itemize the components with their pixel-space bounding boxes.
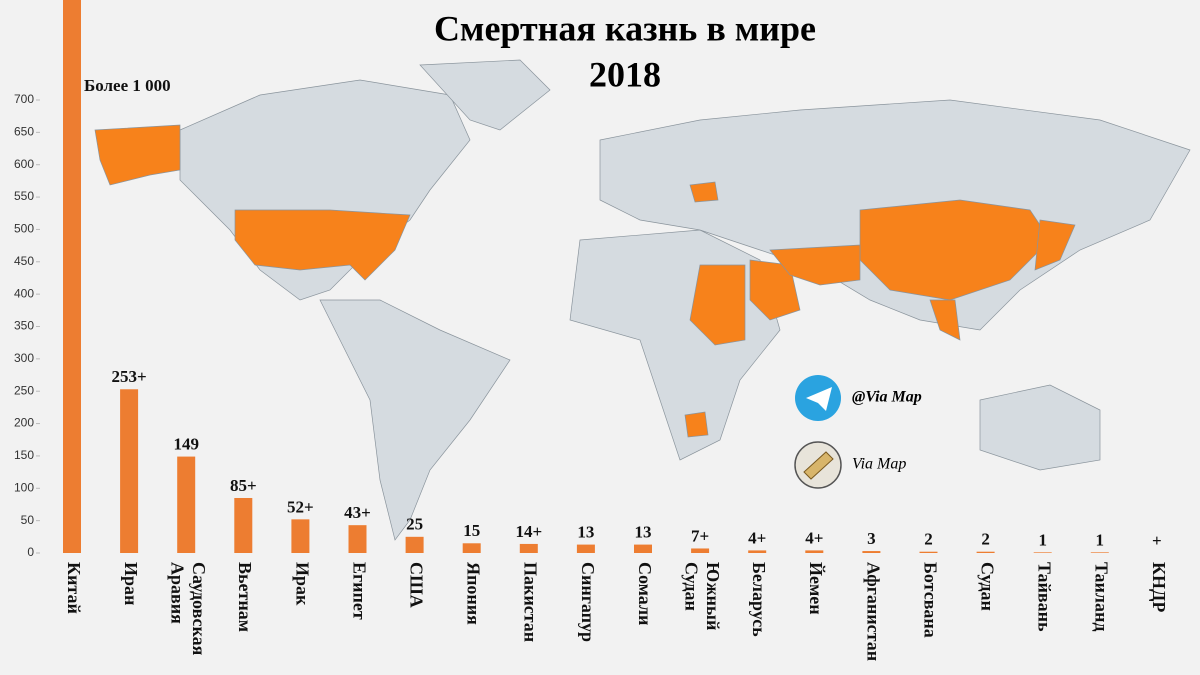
bar	[976, 551, 995, 553]
bar	[405, 536, 424, 553]
x-tick-label: Пакистан	[521, 562, 541, 642]
value-label: 14+	[515, 522, 542, 541]
value-label: 3	[867, 529, 876, 548]
value-label: 1	[1096, 530, 1105, 549]
annotation: @Via Map	[852, 389, 922, 406]
value-label: 15	[463, 521, 480, 540]
x-tick-label: Сомали	[635, 562, 655, 625]
x-tick-label: Афганистан	[863, 562, 883, 661]
x-tick-label: Тайвань	[1035, 562, 1055, 632]
x-tick-label: КНДР	[1149, 562, 1169, 612]
y-tick-label: 550	[14, 189, 34, 203]
x-tick-label: Сингапур	[578, 562, 598, 642]
y-tick-label: 500	[14, 222, 34, 236]
value-label: 7+	[691, 526, 709, 545]
value-label: 2	[981, 530, 990, 549]
value-label: 1	[1038, 530, 1047, 549]
value-label: 52+	[287, 497, 314, 516]
x-tick-label: Южный Судан	[681, 562, 723, 635]
bar	[63, 0, 81, 554]
bar	[576, 544, 595, 553]
bar	[919, 551, 938, 553]
y-tick-label: 0	[27, 545, 34, 559]
x-tick-label: Иран	[121, 562, 141, 605]
value-label: 13	[635, 522, 652, 541]
bar	[634, 544, 652, 553]
y-tick-label: 200	[14, 416, 34, 430]
y-tick-label: 450	[14, 254, 34, 268]
bar	[691, 548, 710, 553]
value-label: 4+	[748, 528, 766, 547]
world-map	[94, 59, 1191, 541]
value-label: Более 1 000	[84, 76, 171, 95]
bar	[1033, 552, 1052, 553]
x-tick-label: Япония	[464, 562, 484, 625]
y-tick-label: 350	[14, 319, 34, 333]
value-label: 25	[406, 515, 423, 534]
annotation: Via Map	[852, 456, 906, 473]
bar	[462, 543, 481, 553]
y-tick-label: 50	[21, 513, 35, 527]
bar	[1090, 552, 1109, 553]
y-tick-label: 300	[14, 351, 34, 365]
x-tick-label: Таиланд	[1092, 562, 1112, 632]
x-tick-label: Китай	[64, 562, 84, 614]
y-tick-label: 400	[14, 286, 34, 300]
value-label: 4+	[805, 528, 823, 547]
value-label: 85+	[230, 476, 257, 495]
x-tick-label: США	[406, 562, 426, 608]
y-tick-label: 100	[14, 480, 34, 494]
x-tick-label: Вьетнам	[235, 562, 255, 632]
value-label: +	[1152, 531, 1162, 550]
y-tick-label: 700	[14, 92, 34, 106]
y-tick-label: 150	[14, 448, 34, 462]
x-tick-label: Египет	[349, 562, 369, 620]
value-label: 149	[173, 434, 199, 453]
x-tick-label: Ботсвана	[920, 562, 940, 638]
bar	[348, 525, 367, 553]
bar	[291, 519, 310, 553]
telegram-icon	[795, 375, 841, 421]
y-tick-label: 650	[14, 125, 34, 139]
bar	[177, 456, 196, 553]
bar	[519, 543, 538, 553]
x-tick-label: Саудовская Аравия	[167, 562, 209, 660]
x-tick-label: Ирак	[292, 562, 312, 606]
x-tick-label: Беларусь	[749, 562, 769, 637]
value-label: 253+	[112, 367, 147, 386]
scroll-icon	[794, 441, 842, 489]
bar	[862, 551, 881, 553]
bar	[120, 389, 139, 553]
value-label: 2	[924, 530, 933, 549]
chart-subtitle: 2018	[589, 54, 661, 94]
bar	[234, 497, 253, 553]
y-tick-label: 250	[14, 383, 34, 397]
y-tick-label: 600	[14, 157, 34, 171]
x-tick-label: Судан	[977, 562, 997, 611]
value-label: 13	[577, 522, 594, 541]
bar	[748, 550, 767, 553]
x-tick-label: Йемен	[806, 562, 827, 615]
chart-title: Смертная казнь в мире	[434, 8, 816, 48]
value-label: 43+	[344, 503, 371, 522]
bar	[805, 550, 824, 553]
